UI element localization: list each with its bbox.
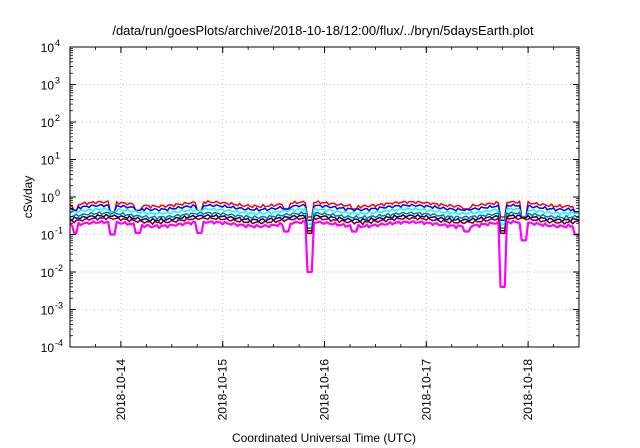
y-tick-label: 10 bbox=[41, 79, 55, 93]
y-tick-exponent: -2 bbox=[55, 263, 63, 273]
x-axis-label: Coordinated Universal Time (UTC) bbox=[232, 431, 416, 445]
series-line bbox=[69, 213, 580, 232]
y-tick-exponent: 3 bbox=[55, 76, 60, 86]
series-line bbox=[69, 211, 579, 229]
x-tick-label: 2018-10-18 bbox=[521, 359, 535, 421]
series-lines bbox=[69, 200, 580, 288]
y-tick-exponent: -3 bbox=[55, 301, 63, 311]
y-tick-exponent: 4 bbox=[55, 38, 60, 48]
y-tick-label: 10 bbox=[41, 304, 55, 318]
y-tick-exponent: -1 bbox=[55, 226, 63, 236]
series-line bbox=[69, 203, 579, 222]
y-tick-exponent: 2 bbox=[55, 113, 60, 123]
y-tick-label: 10 bbox=[41, 341, 55, 355]
series-line bbox=[69, 216, 580, 234]
gridlines bbox=[70, 47, 579, 347]
x-axis-ticks: 2018-10-14 2018-10-15 2018-10-16 2018-10-17… bbox=[69, 47, 580, 421]
y-tick-exponent: 1 bbox=[55, 151, 60, 161]
y-tick-label: 10 bbox=[41, 154, 55, 168]
chart-title: /data/run/goesPlots/archive/2018-10-18/1… bbox=[112, 23, 534, 38]
series-line bbox=[69, 200, 579, 218]
y-tick-label: 10 bbox=[41, 41, 55, 55]
y-axis-label: cSv/day bbox=[21, 176, 35, 219]
x-tick-label: 2018-10-15 bbox=[216, 359, 230, 421]
y-tick-exponent: 0 bbox=[55, 188, 60, 198]
y-tick-label: 10 bbox=[41, 191, 55, 205]
x-tick-label: 2018-10-14 bbox=[114, 359, 128, 421]
y-tick-label: 10 bbox=[41, 266, 55, 280]
x-tick-label: 2018-10-17 bbox=[419, 359, 433, 421]
series-line bbox=[69, 207, 580, 225]
y-tick-label: 10 bbox=[41, 116, 55, 130]
y-tick-label: 10 bbox=[41, 229, 55, 243]
y-tick-exponent: -4 bbox=[55, 338, 63, 348]
series-line bbox=[69, 219, 579, 288]
x-tick-label: 2018-10-16 bbox=[318, 359, 332, 421]
